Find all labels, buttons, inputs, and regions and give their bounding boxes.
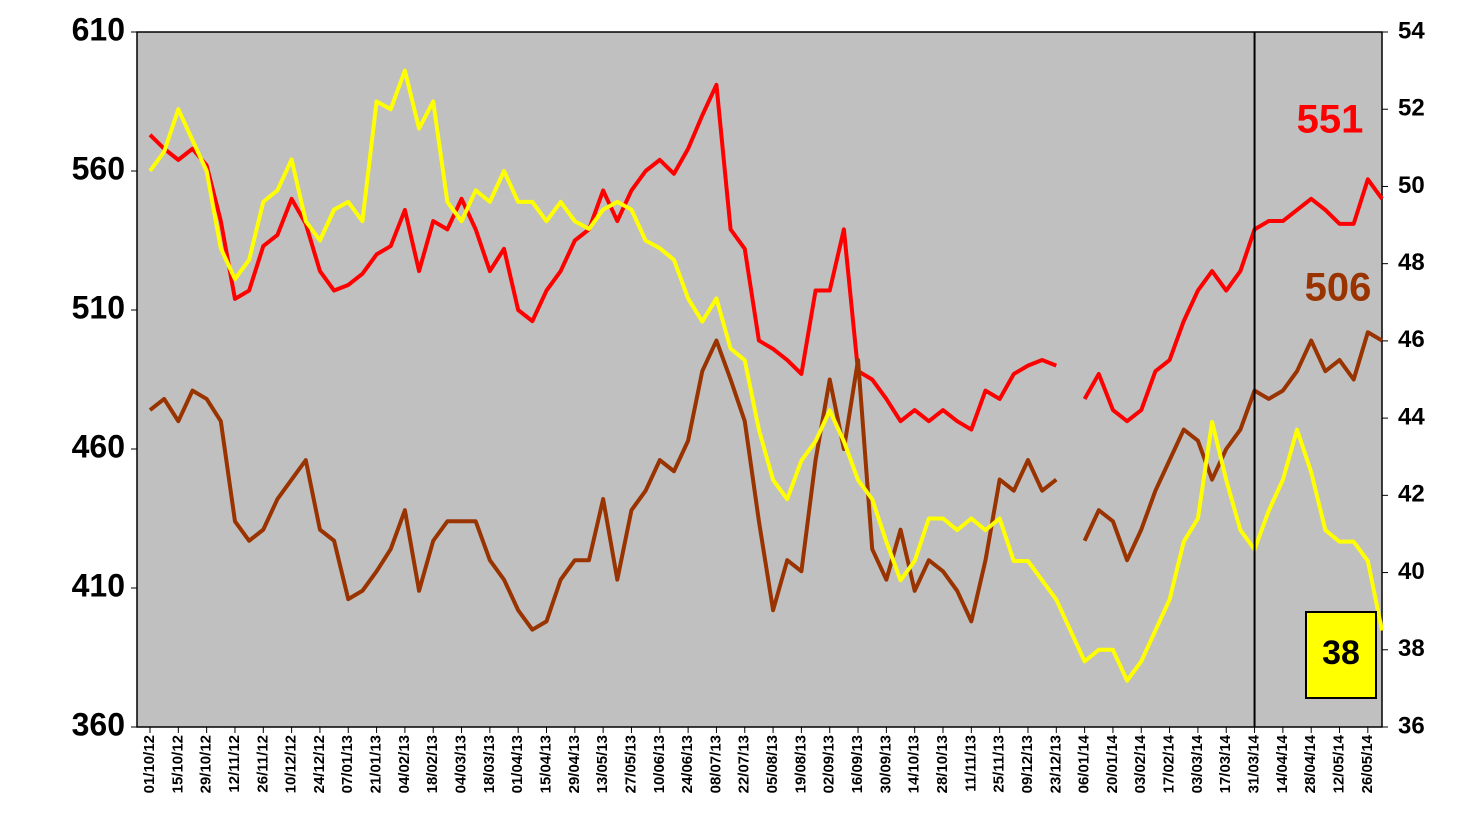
annotation-box: [1305, 611, 1377, 699]
x-tick-label: 22/07/13: [736, 735, 753, 793]
y-tick-label: 360: [72, 706, 125, 742]
x-tick-label: 23/12/13: [1047, 735, 1064, 793]
y2-tick-label: 42: [1398, 481, 1425, 508]
y-tick-label: 460: [72, 428, 125, 464]
y-tick-label: 560: [72, 150, 125, 186]
x-tick-label: 12/05/14: [1330, 734, 1347, 793]
x-tick-label: 24/12/12: [311, 735, 328, 793]
x-tick-label: 06/01/14: [1076, 734, 1093, 793]
x-tick-label: 04/03/13: [453, 735, 470, 793]
x-tick-label: 10/06/13: [651, 735, 668, 793]
x-tick-label: 20/01/14: [1104, 734, 1121, 793]
y2-tick-label: 46: [1398, 326, 1425, 353]
y2-tick-label: 54: [1398, 17, 1425, 44]
x-tick-label: 19/08/13: [792, 735, 809, 793]
y-tick-label: 510: [72, 289, 125, 325]
x-tick-label: 12/11/12: [226, 735, 243, 793]
x-tick-label: 05/08/13: [764, 735, 781, 793]
x-tick-label: 15/10/12: [169, 735, 186, 793]
y2-tick-label: 38: [1398, 635, 1425, 662]
line-series: [1082, 330, 1384, 563]
x-tick-label: 26/05/14: [1359, 734, 1376, 793]
x-tick-label: 02/09/13: [821, 735, 838, 793]
x-tick-label: 07/01/13: [339, 735, 356, 793]
x-tick-label: 31/03/14: [1246, 734, 1263, 793]
x-tick-label: 25/11/13: [991, 735, 1008, 793]
x-tick-label: 04/02/13: [396, 735, 413, 793]
x-tick-label: 18/03/13: [481, 735, 498, 793]
x-tick-label: 24/06/13: [679, 735, 696, 793]
y2-tick-label: 44: [1398, 403, 1425, 430]
line-series: [148, 82, 1058, 432]
y2-tick-label: 52: [1398, 95, 1425, 122]
y2-tick-label: 48: [1398, 249, 1425, 276]
x-tick-label: 11/11/13: [962, 735, 979, 792]
x-tick-label: 16/09/13: [849, 735, 866, 793]
x-tick-label: 26/11/12: [254, 735, 271, 793]
x-tick-label: 21/01/13: [368, 735, 385, 793]
x-tick-label: 28/10/13: [934, 735, 951, 793]
x-tick-label: 27/05/13: [622, 735, 639, 793]
annotation: 506: [1305, 266, 1372, 310]
x-tick-label: 14/10/13: [906, 735, 923, 793]
x-tick-label: 03/03/14: [1189, 734, 1206, 793]
line-series: [148, 68, 1384, 683]
x-tick-label: 08/07/13: [707, 735, 724, 793]
x-tick-label: 18/02/13: [424, 735, 441, 793]
x-tick-label: 15/04/13: [537, 735, 554, 793]
y-tick-label: 410: [72, 567, 125, 603]
line-series: [1082, 177, 1384, 424]
annotation: 551: [1297, 98, 1364, 142]
x-tick-label: 01/04/13: [509, 735, 526, 793]
x-tick-label: 29/04/13: [566, 735, 583, 793]
annotation: 38: [1322, 634, 1360, 672]
x-tick-label: 10/12/12: [283, 735, 300, 793]
line-series: [148, 338, 1058, 632]
y-tick-label: 610: [72, 11, 125, 47]
x-tick-label: 29/10/12: [198, 735, 215, 793]
plot-area: [136, 31, 1383, 728]
y2-tick-label: 36: [1398, 712, 1425, 739]
x-tick-label: 03/02/14: [1132, 734, 1149, 793]
x-tick-label: 13/05/13: [594, 735, 611, 793]
y2-tick-label: 50: [1398, 172, 1425, 199]
x-tick-label: 28/04/14: [1302, 734, 1319, 793]
x-tick-label: 14/04/14: [1274, 734, 1291, 793]
y2-tick-label: 40: [1398, 558, 1425, 585]
x-tick-label: 30/09/13: [877, 735, 894, 793]
x-tick-label: 09/12/13: [1019, 735, 1036, 793]
x-tick-label: 17/02/14: [1161, 734, 1178, 793]
x-tick-label: 01/10/12: [141, 735, 158, 793]
x-tick-label: 17/03/14: [1217, 734, 1234, 793]
